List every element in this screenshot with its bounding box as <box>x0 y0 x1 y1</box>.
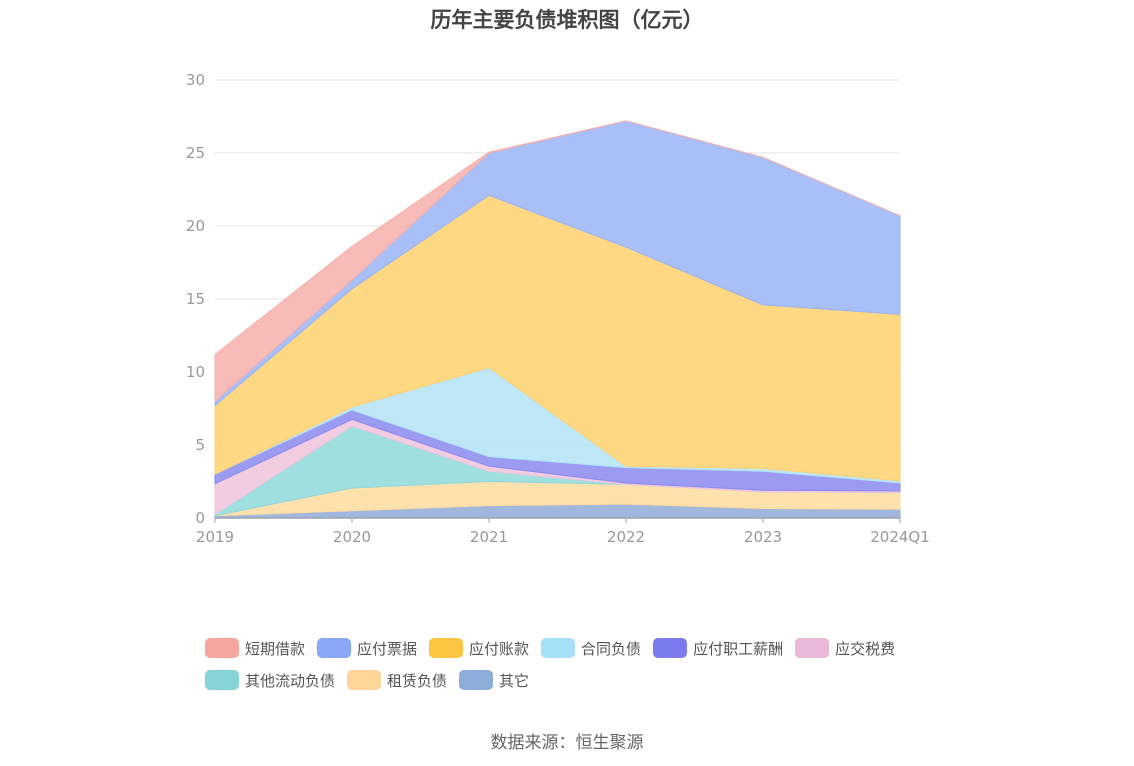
x-tick-label: 2020 <box>333 528 371 546</box>
legend-item[interactable]: 租赁负债 <box>347 670 447 691</box>
legend-item[interactable]: 应交税费 <box>795 638 895 659</box>
y-tick-label: 0 <box>195 509 205 527</box>
area-series <box>214 120 901 519</box>
x-tick-label: 2023 <box>744 528 782 546</box>
legend-label: 应付职工薪酬 <box>693 639 784 658</box>
y-tick-label: 20 <box>186 217 205 235</box>
y-tick-label: 10 <box>186 363 205 381</box>
x-tick-label: 2019 <box>196 528 234 546</box>
y-tick-label: 5 <box>195 436 205 454</box>
axes: 0 5 10 15 20 25 30 2019 2020 2021 2022 2023 2024Q1 <box>186 71 930 546</box>
data-source: 数据来源：恒生聚源 <box>490 733 644 753</box>
legend-swatch <box>429 638 464 658</box>
x-tick-label: 2022 <box>607 528 645 546</box>
y-tick-label: 25 <box>186 144 205 162</box>
legend-row: 短期借款 应付票据 应付账款 合同负债 应付职工薪酬 应交税费 <box>205 632 965 664</box>
legend-swatch <box>317 638 352 658</box>
legend-label: 租赁负债 <box>387 671 448 690</box>
legend: 短期借款 应付票据 应付账款 合同负债 应付职工薪酬 应交税费 其他流动负债 租赁负债 其它 <box>205 632 965 696</box>
x-tick-label: 2024Q1 <box>870 528 930 546</box>
y-tick-label: 30 <box>186 71 205 89</box>
legend-row: 其他流动负债 租赁负债 其它 <box>205 664 965 696</box>
legend-item[interactable]: 应付票据 <box>317 638 417 659</box>
legend-swatch <box>795 638 830 658</box>
legend-item[interactable]: 其他流动负债 <box>205 670 335 691</box>
legend-label: 短期借款 <box>245 639 306 658</box>
legend-swatch <box>205 638 239 658</box>
legend-item[interactable]: 应付职工薪酬 <box>653 638 783 659</box>
legend-label: 合同负债 <box>581 639 642 658</box>
legend-item[interactable]: 短期借款 <box>205 638 305 659</box>
legend-label: 应付票据 <box>357 639 418 658</box>
stacked-area-chart: 0 5 10 15 20 25 30 2019 2020 2021 2022 2023 2024Q1 <box>186 71 930 546</box>
legend-swatch <box>205 670 239 690</box>
legend-swatch <box>541 638 576 658</box>
legend-item[interactable]: 合同负债 <box>541 638 641 659</box>
legend-label: 应付账款 <box>469 639 530 658</box>
legend-label: 其它 <box>499 671 530 690</box>
legend-label: 应交税费 <box>835 639 896 658</box>
legend-swatch <box>459 670 494 690</box>
x-tick-label: 2021 <box>470 528 508 546</box>
legend-swatch <box>653 638 688 658</box>
legend-item[interactable]: 应付账款 <box>429 638 529 659</box>
chart-title: 历年主要负债堆积图（亿元） <box>430 8 704 32</box>
legend-item[interactable]: 其它 <box>459 670 529 691</box>
y-tick-label: 15 <box>186 290 205 308</box>
legend-label: 其他流动负债 <box>245 671 336 690</box>
legend-swatch <box>347 670 382 690</box>
area-短期借款 <box>214 120 901 403</box>
